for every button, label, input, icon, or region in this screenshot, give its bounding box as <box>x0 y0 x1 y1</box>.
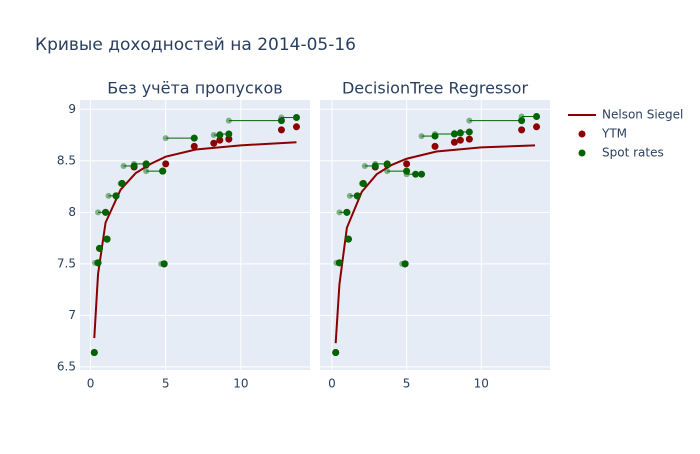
point <box>518 117 526 125</box>
point <box>292 123 300 131</box>
point <box>118 179 126 187</box>
y-tick-label: 8 <box>68 205 76 219</box>
point <box>383 160 391 168</box>
point <box>102 208 110 216</box>
x-tick-label: 0 <box>87 377 95 391</box>
point <box>96 244 104 252</box>
point <box>277 117 285 125</box>
point <box>159 167 167 175</box>
point <box>431 132 439 140</box>
faded-point <box>384 168 391 175</box>
point <box>359 179 367 187</box>
x-tick-label: 10 <box>474 377 489 391</box>
point <box>533 123 541 131</box>
point <box>403 160 411 168</box>
faded-point <box>336 209 343 216</box>
point <box>403 167 411 175</box>
plot-area <box>320 100 550 370</box>
y-tick-label: 6.5 <box>57 359 76 373</box>
subplot-title: DecisionTree Regressor <box>342 79 528 98</box>
legend-label: YTM <box>601 127 627 141</box>
chart-title: Кривые доходностей на 2014-05-16 <box>35 35 356 55</box>
point <box>450 130 458 138</box>
point <box>103 235 111 243</box>
point <box>412 170 420 178</box>
point <box>142 160 150 168</box>
point <box>190 134 198 142</box>
legend-swatch <box>578 149 586 157</box>
point <box>210 139 218 147</box>
point <box>225 130 233 138</box>
y-tick-label: 7.5 <box>57 256 76 270</box>
point <box>456 136 464 144</box>
curve <box>334 144 536 344</box>
point <box>344 235 352 243</box>
point <box>190 142 198 150</box>
point <box>456 129 464 137</box>
point <box>450 138 458 146</box>
point <box>292 114 300 122</box>
point <box>401 260 409 268</box>
faded-point <box>95 209 102 216</box>
point <box>533 112 541 120</box>
point <box>431 142 439 150</box>
point <box>343 208 351 216</box>
point <box>277 126 285 134</box>
legend-label: Nelson Siegel <box>602 108 683 122</box>
point <box>225 135 233 143</box>
x-tick-label: 0 <box>328 377 336 391</box>
point <box>112 192 120 200</box>
point <box>518 126 526 134</box>
x-tick-label: 5 <box>403 377 411 391</box>
point <box>216 136 224 144</box>
point <box>332 348 340 356</box>
faded-point <box>346 192 353 199</box>
faded-point <box>225 117 232 124</box>
point <box>216 131 224 139</box>
legend-swatch <box>578 130 586 138</box>
point <box>162 160 170 168</box>
x-tick-label: 5 <box>162 377 170 391</box>
x-tick-label: 10 <box>233 377 248 391</box>
faded-point <box>120 162 127 169</box>
y-tick-label: 8.5 <box>57 153 76 167</box>
faded-point <box>466 117 473 124</box>
point <box>353 192 361 200</box>
y-tick-label: 9 <box>68 102 76 116</box>
y-tick-label: 7 <box>68 308 76 322</box>
faded-point <box>210 132 217 139</box>
point <box>90 348 98 356</box>
point <box>371 162 379 170</box>
point <box>130 162 138 170</box>
faded-point <box>105 192 112 199</box>
point <box>94 259 102 267</box>
point <box>465 128 473 136</box>
point <box>335 259 343 267</box>
faded-point <box>143 168 150 175</box>
subplot-title: Без учёта пропусков <box>107 79 282 98</box>
point <box>160 260 168 268</box>
faded-point <box>162 135 169 142</box>
point <box>418 170 426 178</box>
legend-label: Spot rates <box>602 146 664 160</box>
point <box>465 135 473 143</box>
faded-point <box>361 162 368 169</box>
faded-point <box>418 133 425 140</box>
